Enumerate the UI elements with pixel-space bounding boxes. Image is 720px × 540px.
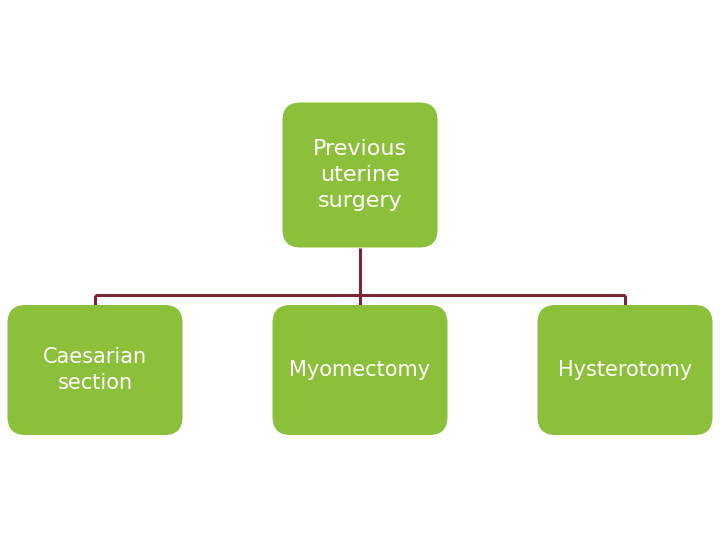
FancyBboxPatch shape: [538, 305, 713, 435]
FancyBboxPatch shape: [7, 305, 182, 435]
Text: Hysterotomy: Hysterotomy: [558, 360, 692, 380]
Text: Previous
uterine
surgery: Previous uterine surgery: [313, 139, 407, 211]
FancyBboxPatch shape: [272, 305, 448, 435]
Text: Myomectomy: Myomectomy: [289, 360, 431, 380]
Text: Caesarian
section: Caesarian section: [43, 347, 147, 393]
FancyBboxPatch shape: [282, 103, 438, 247]
